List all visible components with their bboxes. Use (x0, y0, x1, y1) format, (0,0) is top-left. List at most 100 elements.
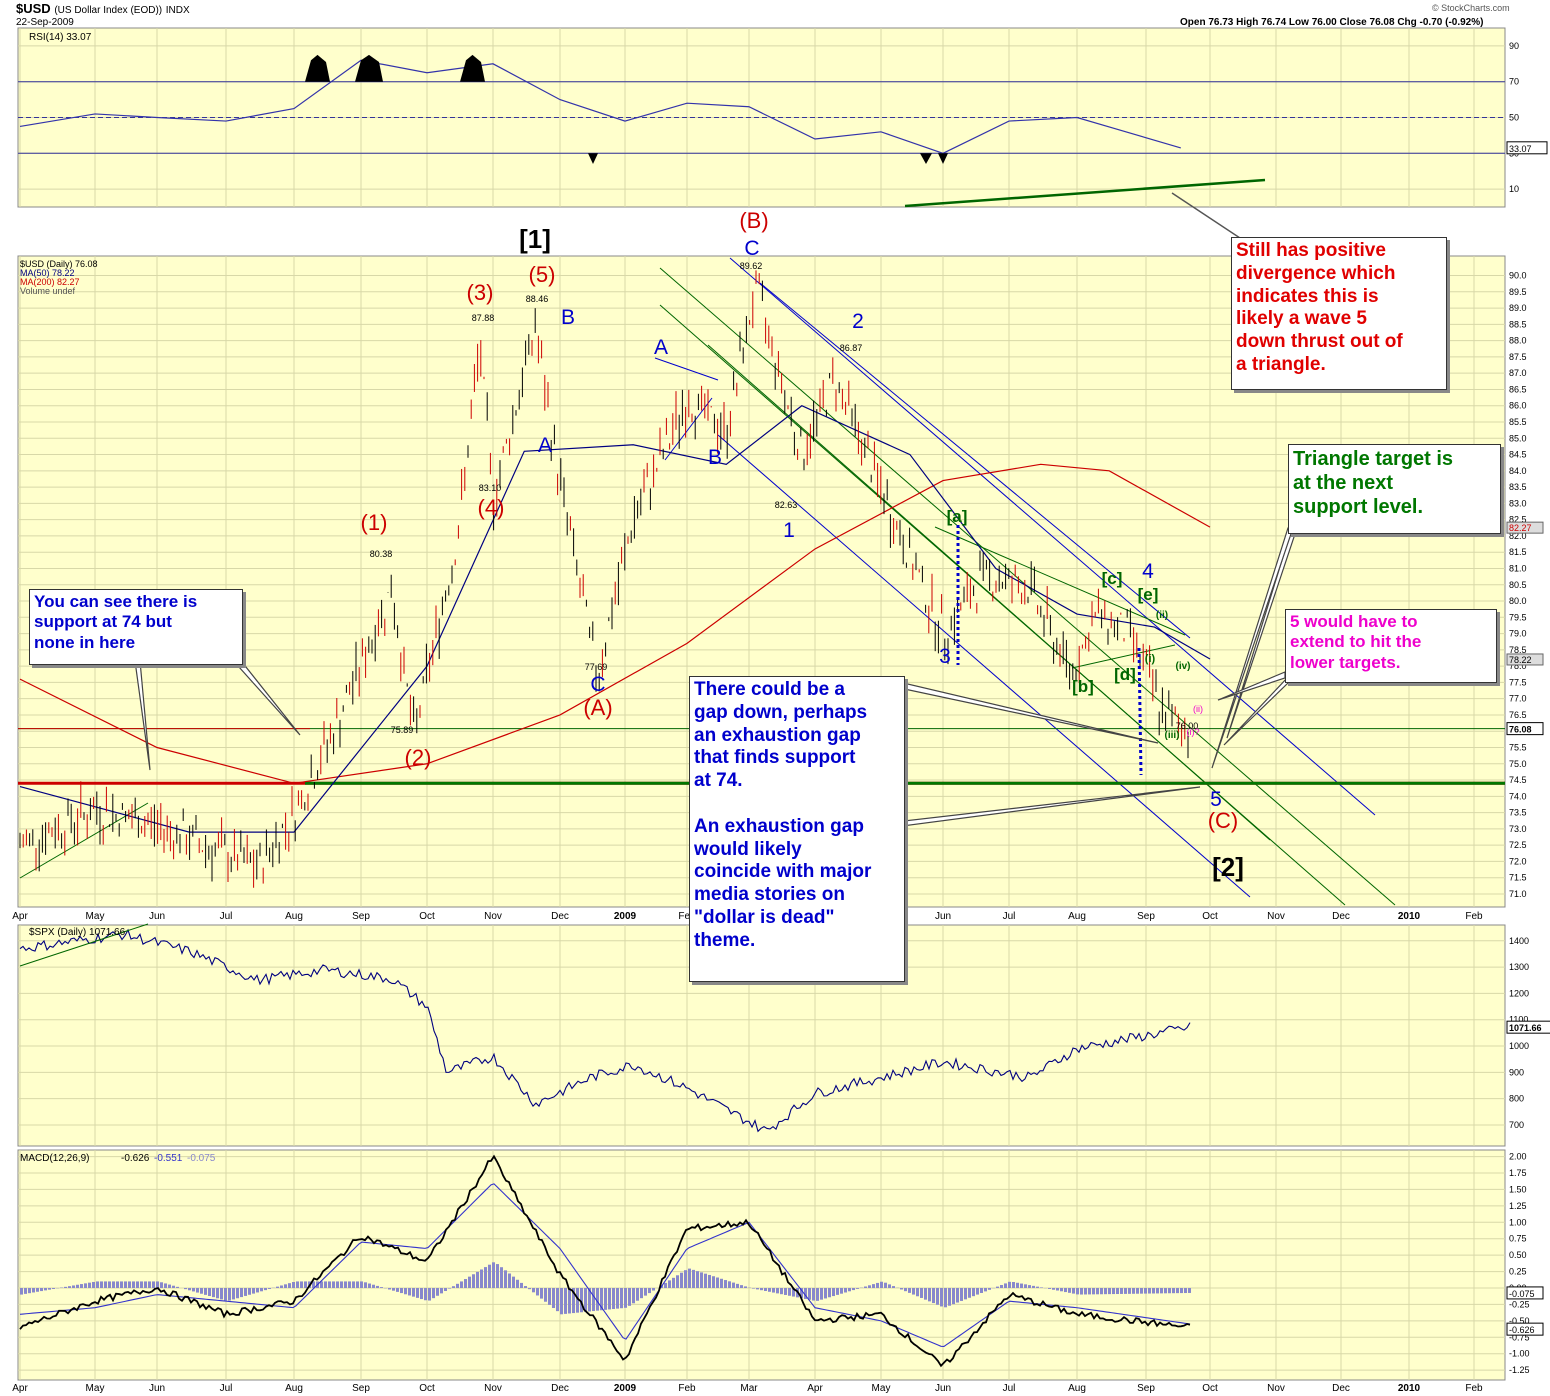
y-tick-label: 80.0 (1509, 596, 1527, 606)
macd-hist-bar (352, 1281, 355, 1288)
y-tick-label: 85.0 (1509, 433, 1527, 443)
macd-hist-tag (1506, 1286, 1544, 1300)
wave-label-green: [d] (1114, 665, 1136, 684)
macd-hist-bar (852, 1288, 855, 1291)
y-tick-label: 88.5 (1509, 319, 1527, 329)
macd-hist-bar (932, 1288, 935, 1304)
macd-hist-bar (1056, 1288, 1059, 1291)
macd-hist-bar (1008, 1281, 1011, 1288)
macd-hist-bar (768, 1288, 771, 1292)
macd-hist-bar (1052, 1288, 1055, 1290)
macd-hist-bar (956, 1288, 959, 1303)
wave-label-green: (i) (1145, 653, 1156, 665)
macd-hist-bar (804, 1288, 807, 1299)
brand-watermark[interactable]: © StockCharts.com (1432, 3, 1510, 13)
x-tick-label: Feb (1465, 1383, 1483, 1394)
macd-hist-bar (584, 1288, 587, 1312)
macd-hist-bar (1148, 1288, 1151, 1294)
y-tick-label: 87.5 (1509, 352, 1527, 362)
price-data-label: 88.46 (526, 294, 549, 304)
macd-hist-bar (776, 1288, 779, 1294)
price-legend-item: MA(50) 78.22 (20, 268, 75, 278)
macd-hist-bar (380, 1287, 383, 1288)
y-tick-label: 1000 (1509, 1041, 1529, 1051)
macd-hist-bar (916, 1288, 919, 1297)
y-tick-label: 70 (1509, 77, 1519, 87)
macd-hist-bar (96, 1281, 99, 1288)
macd-hist-bar (336, 1281, 339, 1288)
macd-hist-bar (944, 1288, 947, 1308)
macd-hist-bar (692, 1269, 695, 1288)
macd-hist-bar (964, 1288, 967, 1300)
price-data-label: 86.87 (840, 343, 863, 353)
macd-last-tag (1506, 1322, 1544, 1336)
y-tick-label: 81.5 (1509, 547, 1527, 557)
wave-label-blue: C (590, 673, 605, 696)
symbol-name: (US Dollar Index (EOD)) (54, 5, 163, 16)
macd-hist-bar (32, 1288, 35, 1293)
wave-label-green: (iii) (1165, 730, 1180, 741)
rsi-legend: RSI(14) 33.07 (29, 32, 92, 43)
macd-hist-bar (1168, 1288, 1171, 1294)
macd-hist-bar (428, 1288, 431, 1301)
macd-hist-bar (764, 1288, 767, 1291)
macd-hist-bar (484, 1267, 487, 1288)
price-data-label: 87.88 (472, 313, 495, 323)
macd-hist-bar (108, 1281, 111, 1288)
macd-hist-bar (740, 1285, 743, 1288)
macd-hist-bar (376, 1285, 379, 1288)
wave-label-green: [c] (1102, 569, 1123, 588)
macd-hist-bar (248, 1288, 251, 1295)
macd-hist-bar (892, 1286, 895, 1288)
macd-hist-bar (820, 1288, 823, 1300)
macd-hist-bar (672, 1277, 675, 1288)
macd-hist-bar (172, 1285, 175, 1288)
macd-hist-bar (700, 1272, 703, 1288)
macd-hist-bar (848, 1288, 851, 1292)
y-tick-label: 84.5 (1509, 450, 1527, 460)
price-trendline (664, 397, 713, 461)
macd-hist-bar (320, 1281, 323, 1288)
y-tick-label: 89.0 (1509, 303, 1527, 313)
macd-hist-bar (216, 1288, 219, 1299)
macd-hist-bar (652, 1288, 655, 1291)
macd-hist-bar (396, 1288, 399, 1292)
y-tick-label: 78.5 (1509, 645, 1527, 655)
y-tick-label: -1.00 (1509, 1349, 1530, 1359)
macd-hist-bar (528, 1288, 531, 1290)
y-tick-label: 79.0 (1509, 629, 1527, 639)
macd-hist-bar (608, 1288, 611, 1310)
macd-hist-bar (464, 1279, 467, 1288)
macd-hist-bar (968, 1288, 971, 1298)
y-tick-label: -0.25 (1509, 1299, 1530, 1309)
macd-hist-bar (52, 1288, 55, 1289)
y-tick-label: 72.0 (1509, 856, 1527, 866)
wave-label-blue: 2 (852, 310, 864, 333)
macd-hist-bar (1132, 1288, 1135, 1294)
x-tick-label: May (86, 1383, 105, 1394)
wave-label-green: [b] (1072, 677, 1094, 696)
macd-hist-bar (564, 1288, 567, 1314)
x-tick-label: Jul (220, 1383, 233, 1394)
macd-hist-bar (520, 1282, 523, 1288)
macd-hist-bar (36, 1288, 39, 1292)
x-tick-label: Jul (1003, 911, 1016, 922)
macd-hist-bar (732, 1282, 735, 1288)
x-tick-label: Sep (352, 911, 370, 922)
macd-hist-bar (188, 1288, 191, 1291)
macd-hist-bar (68, 1286, 71, 1288)
macd-hist-bar (176, 1286, 179, 1288)
macd-hist-bar (824, 1288, 827, 1299)
macd-hist-bar (1076, 1288, 1079, 1295)
macd-hist-bar (900, 1288, 903, 1290)
x-tick-label: Jul (220, 911, 233, 922)
macd-hist-bar (836, 1288, 839, 1295)
y-tick-label: 1300 (1509, 962, 1529, 972)
note-extend: 5 would have to extend to hit the lower … (1285, 609, 1497, 683)
macd-hist-bar (788, 1288, 791, 1296)
macd-legend-value: -0.626 (121, 1153, 150, 1164)
macd-hist-bar (716, 1277, 719, 1288)
macd-hist-bar (684, 1270, 687, 1288)
macd-hist-bar (580, 1288, 583, 1313)
